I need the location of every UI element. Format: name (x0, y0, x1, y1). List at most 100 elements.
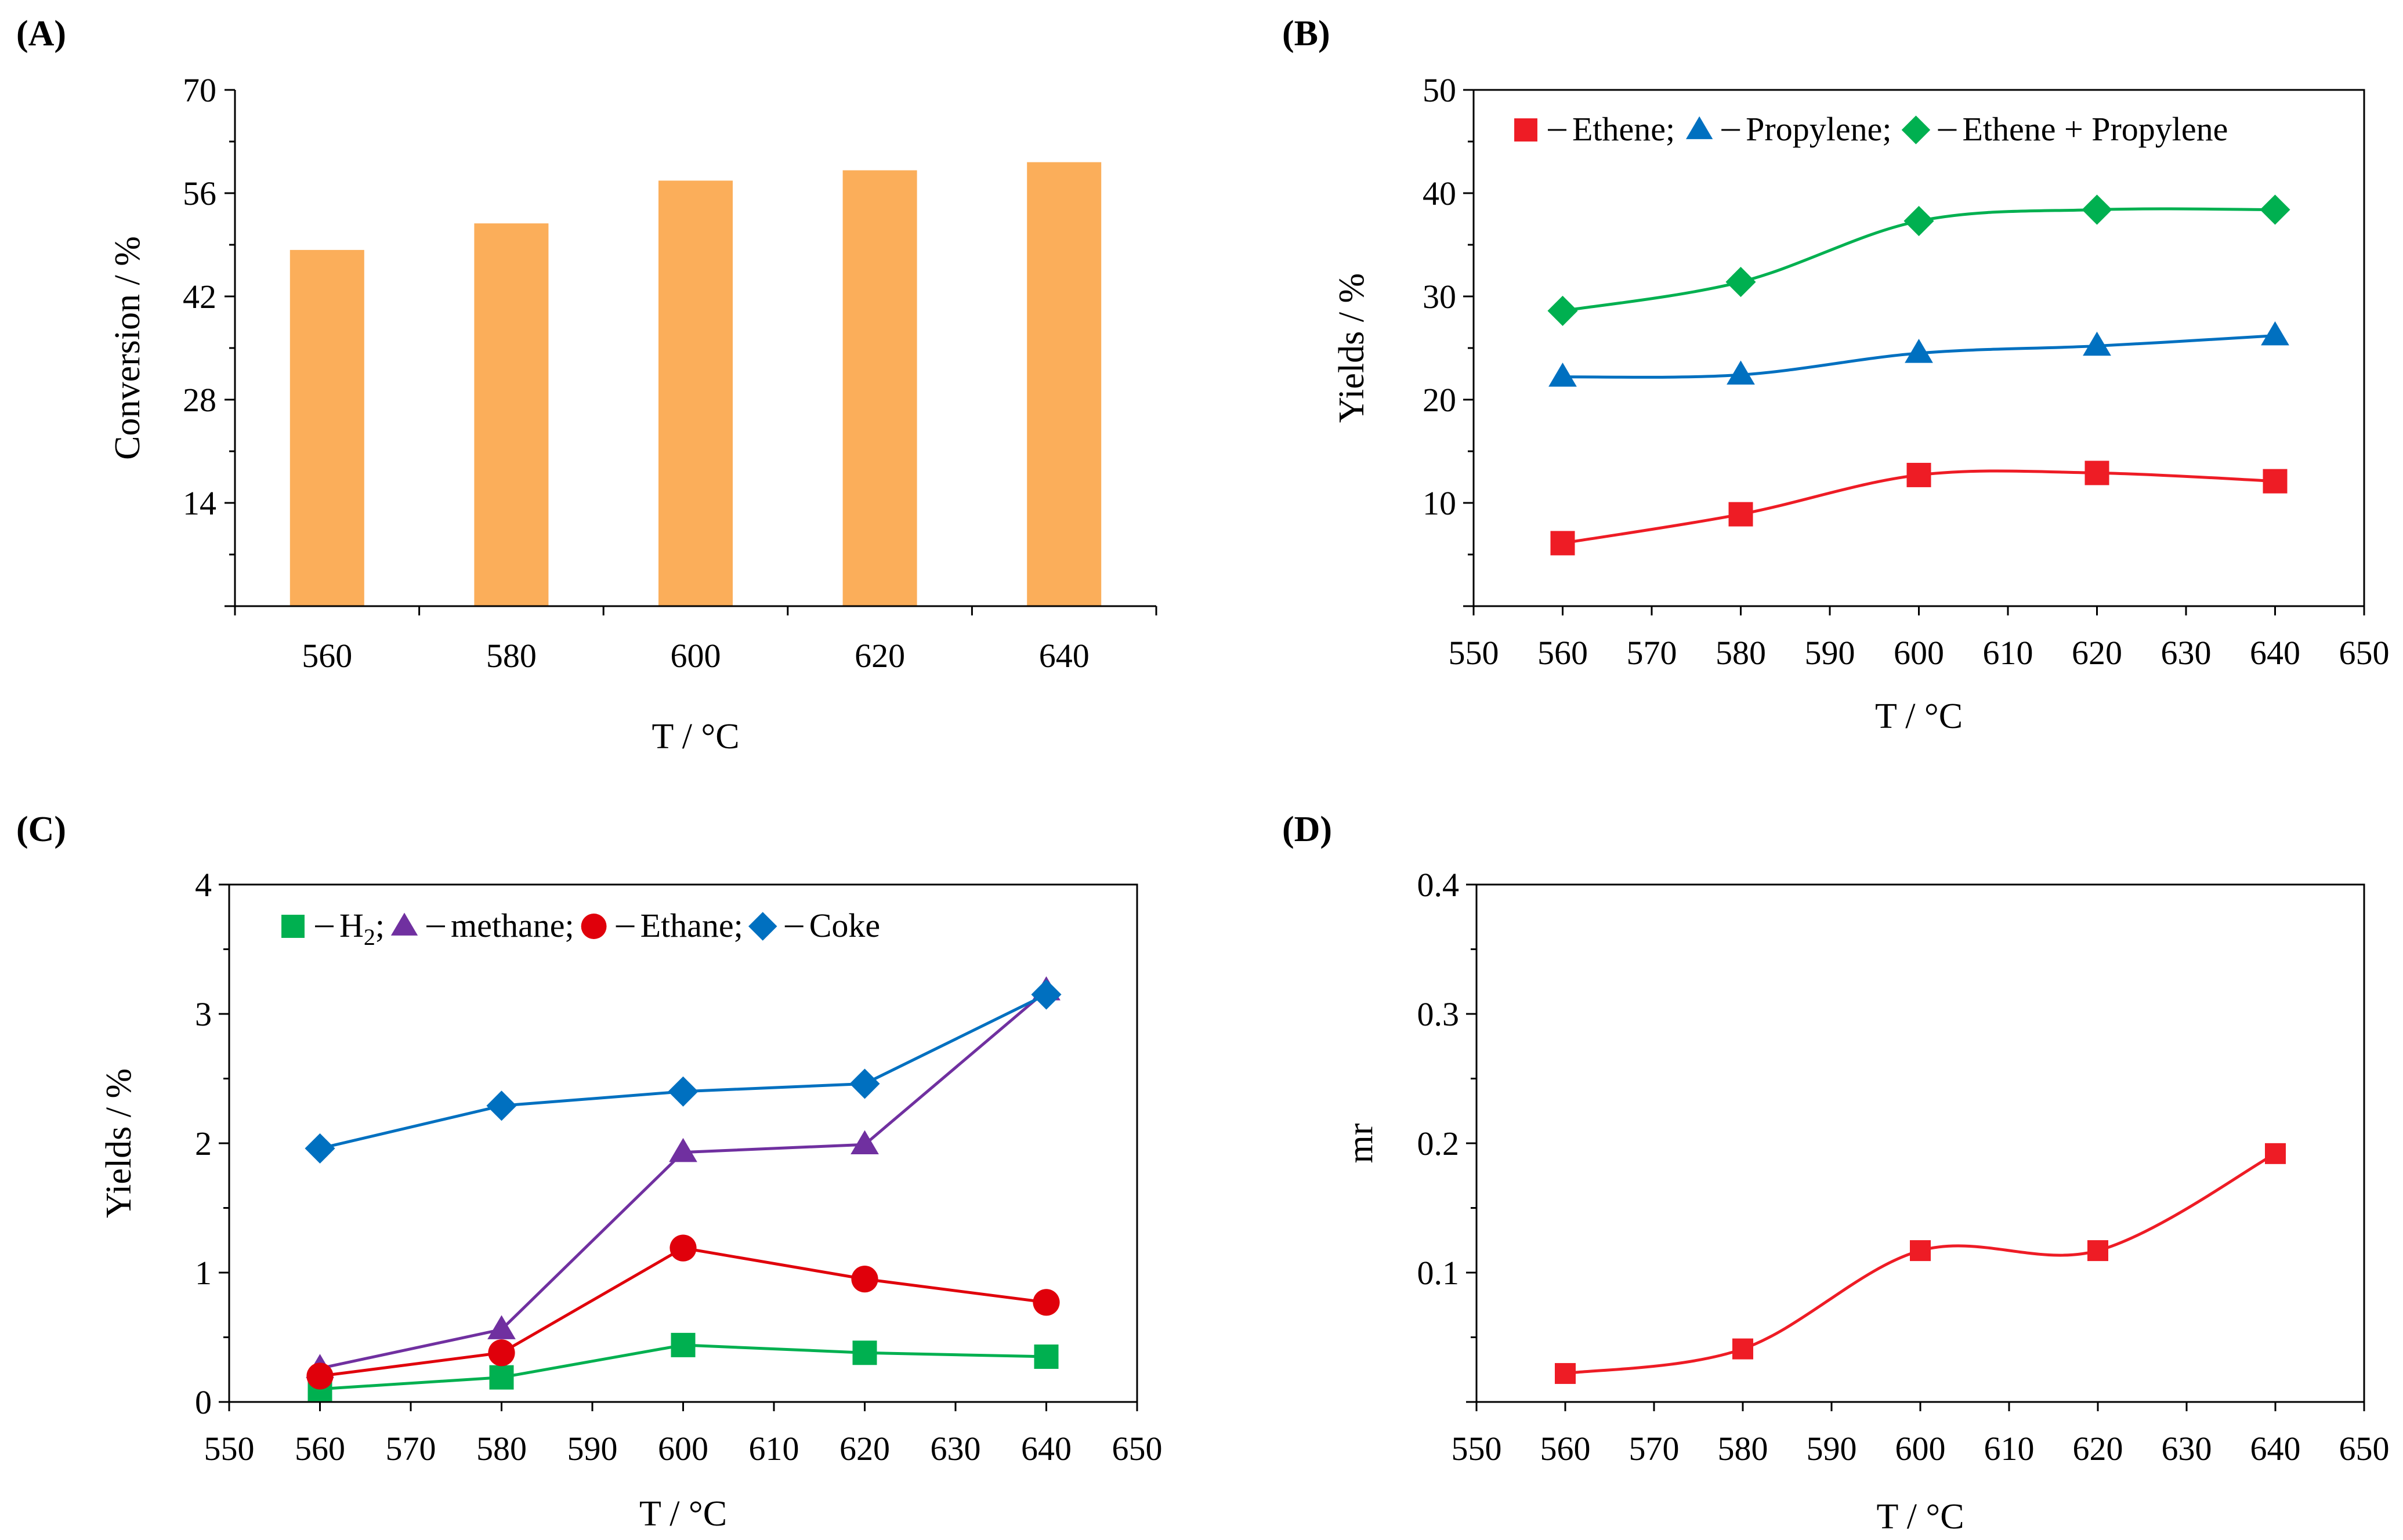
x-tick-label: 580 (486, 637, 537, 675)
data-point (489, 1365, 514, 1390)
y-tick-label: 50 (1423, 71, 1456, 109)
y-tick-label: 0.4 (1417, 866, 1460, 904)
x-tick-label: 630 (931, 1430, 981, 1467)
legend-marker (748, 912, 777, 941)
legend-label-text: Ethene; (1572, 110, 1675, 148)
legend-label: Ethane; (640, 907, 743, 944)
data-point (305, 1133, 335, 1164)
legend-marker (1901, 115, 1931, 144)
data-point (1548, 363, 1577, 387)
data-point (2084, 461, 2109, 485)
panel-c: (C) 550 560 570 580 590 600 610 620 630 640 650 0 1 2 3… (16, 810, 1163, 1534)
data-point (1728, 502, 1753, 527)
data-point (306, 1363, 334, 1390)
data-point (486, 1090, 517, 1121)
y-tick-label: 14 (183, 484, 216, 522)
y-axis-title: mr (1341, 1123, 1380, 1163)
data-point (1550, 531, 1575, 556)
x-tick-label: 610 (1984, 1430, 2035, 1467)
series-line (319, 993, 1047, 1150)
legend-label: H2; (339, 907, 385, 950)
x-tick-label: 580 (1718, 1430, 1768, 1467)
data-point (487, 1315, 516, 1339)
x-axis-title: T / °C (1875, 697, 1963, 736)
legend-label-text: methane; (451, 907, 574, 944)
x-tick-label: 620 (2072, 634, 2122, 672)
y-tick-label: 20 (1423, 381, 1456, 419)
y-tick-label: 28 (183, 381, 216, 419)
y-tick-label: 0 (195, 1383, 212, 1421)
data-point (2263, 469, 2288, 494)
x-tick-label: 620 (855, 637, 905, 675)
x-tick-label: 560 (1540, 1430, 1591, 1467)
x-tick-label: 630 (2161, 634, 2212, 672)
y-tick-label: 56 (183, 175, 216, 212)
x-tick-label: 650 (2339, 1430, 2390, 1467)
legend-marker (390, 912, 418, 936)
data-point (851, 1130, 879, 1154)
data-point (1031, 979, 1062, 1010)
data-point (1905, 339, 1933, 363)
x-tick-label: 600 (1895, 1430, 1946, 1467)
x-tick-label: 570 (386, 1430, 436, 1467)
y-tick-label: 0.1 (1417, 1254, 1460, 1292)
legend-label: Propylene; (1746, 110, 1891, 148)
x-tick-label: 620 (2073, 1430, 2123, 1467)
y-axis-title: Conversion / % (108, 236, 147, 460)
legend-label: Coke (809, 907, 880, 944)
legend-subscript: 2 (364, 924, 375, 950)
data-point (668, 1076, 699, 1107)
legend-label-text: H (339, 907, 364, 944)
x-tick-label: 570 (1629, 1430, 1680, 1467)
x-tick-label: 550 (204, 1430, 255, 1467)
x-tick-label: 560 (302, 637, 352, 675)
data-point (671, 1332, 696, 1357)
bar (289, 249, 364, 606)
plot-area (1475, 883, 2365, 1403)
panel-label-b: (B) (1282, 14, 1330, 53)
x-tick-label: 590 (1805, 634, 1855, 672)
data-point (669, 1234, 697, 1262)
panel-label-a: (A) (16, 14, 66, 53)
data-point (1555, 1363, 1576, 1384)
panel-a: (A) 560 580 600 620 640 14 28 42 56 70 T / °C Conver… (16, 14, 1157, 756)
x-axis-title: T / °C (639, 1494, 727, 1534)
data-point (1034, 1344, 1059, 1369)
y-tick-label: 10 (1423, 484, 1456, 522)
data-point (1727, 360, 1755, 385)
data-point (2083, 331, 2111, 356)
legend-marker (281, 915, 305, 938)
legend-suffix: ; (375, 907, 385, 944)
data-point (2265, 1143, 2286, 1164)
data-point (669, 1137, 697, 1162)
legend-label-text: Ethene + Propylene (1962, 110, 2228, 148)
x-tick-label: 650 (1112, 1430, 1163, 1467)
panel-d: (D) 550 560 570 580 590 600 610 620 630 640 650 0.1 0… (1282, 810, 2390, 1537)
y-axis-title: Yields / % (1332, 273, 1371, 423)
data-point (1906, 462, 1931, 487)
data-point (851, 1266, 878, 1293)
data-point (849, 1068, 880, 1099)
x-tick-label: 630 (2162, 1430, 2212, 1467)
data-point (1547, 295, 1578, 326)
data-point (488, 1339, 515, 1367)
y-tick-label: 30 (1423, 278, 1456, 316)
x-tick-label: 560 (1537, 634, 1588, 672)
legend-marker (1514, 118, 1537, 142)
x-tick-label: 640 (2250, 1430, 2301, 1467)
x-axis-title: T / °C (652, 717, 739, 756)
y-tick-label: 0.3 (1417, 995, 1460, 1033)
legend-label: Ethene; (1572, 110, 1675, 148)
x-tick-label: 590 (567, 1430, 618, 1467)
panel-label-d: (D) (1282, 810, 1332, 849)
x-tick-label: 650 (2339, 634, 2390, 672)
y-tick-label: 2 (195, 1125, 212, 1162)
legend-marker (581, 914, 607, 939)
legend-label-text: Coke (809, 907, 880, 944)
x-tick-label: 640 (1039, 637, 1090, 675)
data-point (2082, 194, 2112, 225)
bar (1027, 162, 1102, 607)
series-line (1565, 1152, 2277, 1375)
x-axis-title: T / °C (1876, 1497, 1964, 1537)
